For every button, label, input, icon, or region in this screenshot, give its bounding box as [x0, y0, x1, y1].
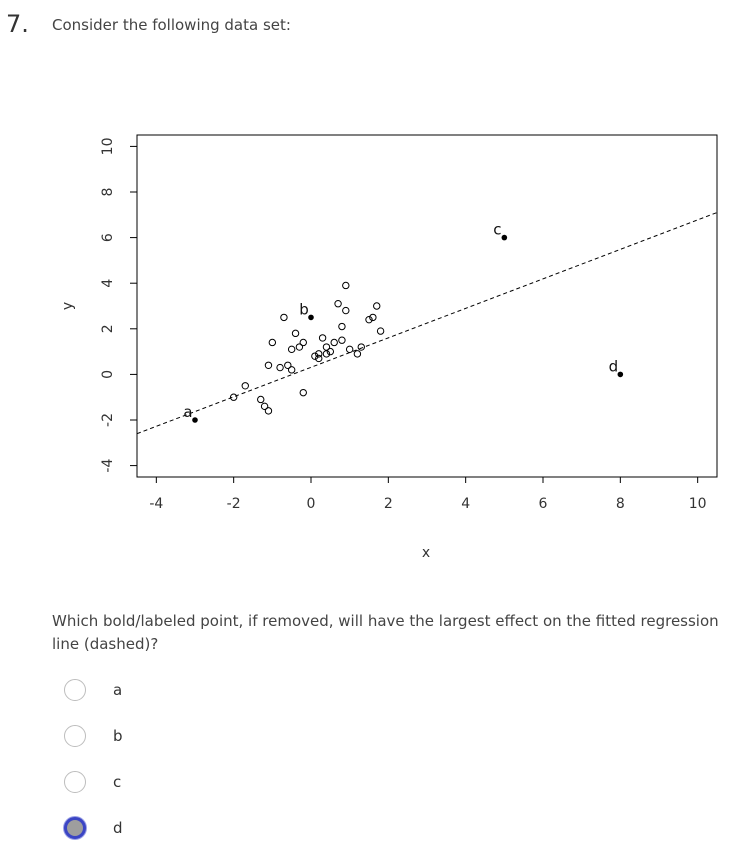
data-point	[257, 395, 265, 404]
data-point	[260, 402, 269, 411]
question-number: 7.	[6, 10, 29, 38]
data-point	[291, 329, 300, 338]
y-tick-label: 2	[100, 324, 116, 333]
data-point	[287, 366, 296, 374]
data-point	[299, 338, 307, 347]
data-point	[334, 300, 342, 308]
data-point	[365, 315, 373, 324]
data-point	[276, 363, 284, 372]
x-tick-label: 4	[461, 496, 470, 512]
x-axis-label: x	[422, 545, 430, 561]
option-b[interactable]: b	[64, 722, 123, 750]
data-point	[353, 350, 362, 358]
labeled-point-c	[501, 234, 508, 241]
question-prompt: Which bold/labeled point, if removed, wi…	[52, 612, 719, 653]
point-label-d: d	[609, 357, 619, 375]
data-point	[318, 334, 327, 342]
data-point	[315, 354, 323, 363]
option-a[interactable]: a	[64, 676, 122, 704]
x-tick-label: 10	[689, 496, 707, 512]
data-point	[373, 302, 381, 310]
y-tick-label: 4	[100, 279, 116, 288]
option-c-label: c	[113, 773, 122, 791]
point-label-b: b	[299, 300, 309, 318]
data-point	[295, 343, 304, 351]
y-tick-label: 8	[100, 188, 116, 197]
data-point	[299, 388, 307, 397]
y-tick-label: -2	[100, 413, 116, 427]
data-point	[264, 361, 273, 369]
y-axis-label: y	[60, 302, 76, 310]
option-c[interactable]: c	[64, 768, 121, 796]
option-a-label: a	[113, 681, 123, 699]
x-tick-label: 0	[307, 496, 316, 512]
plot-frame	[136, 134, 718, 478]
data-point	[322, 350, 331, 358]
radio-b[interactable]	[64, 725, 86, 747]
data-point	[338, 336, 346, 344]
radio-c[interactable]	[64, 771, 86, 793]
data-point	[376, 327, 385, 335]
regression-line	[136, 212, 718, 435]
y-tick-label: -4	[100, 459, 116, 473]
data-point	[326, 347, 335, 356]
data-point	[229, 393, 238, 401]
data-point	[342, 306, 350, 315]
point-label-a: a	[183, 403, 192, 421]
data-point	[280, 313, 288, 322]
x-tick-label: -4	[149, 496, 163, 512]
data-point	[315, 350, 323, 358]
labeled-point-b	[308, 314, 314, 321]
data-point	[241, 382, 249, 390]
data-point	[268, 338, 277, 347]
radio-d[interactable]	[64, 817, 86, 839]
data-point	[264, 407, 273, 415]
scatter-plot: -4 -2 0 2 4 6 8 10 -4 -2 0 2 4 6 8 10 x y a b c d	[60, 134, 718, 561]
option-b-label: b	[113, 727, 123, 745]
data-point	[369, 313, 377, 322]
labeled-point-d	[617, 371, 624, 378]
x-tick-label: -2	[227, 496, 241, 512]
data-point	[345, 345, 354, 354]
y-tick-label: 0	[100, 370, 116, 379]
labeled-point-a	[192, 417, 198, 423]
data-point	[338, 322, 346, 331]
x-tick-label: 6	[539, 496, 548, 512]
data-point	[284, 361, 292, 369]
point-label-c: c	[493, 221, 501, 239]
y-tick-label: 10	[100, 137, 116, 155]
option-d-label: d	[113, 819, 123, 837]
x-tick-label: 2	[384, 496, 393, 512]
question-title: Consider the following data set:	[52, 16, 291, 34]
data-point	[287, 345, 296, 354]
data-point	[342, 281, 350, 290]
x-tick-label: 8	[616, 496, 625, 512]
data-point	[357, 343, 365, 351]
y-tick-label: 6	[100, 233, 116, 242]
data-point	[311, 352, 319, 360]
option-d[interactable]: d	[64, 814, 123, 842]
radio-a[interactable]	[64, 679, 86, 701]
data-point	[330, 338, 338, 347]
